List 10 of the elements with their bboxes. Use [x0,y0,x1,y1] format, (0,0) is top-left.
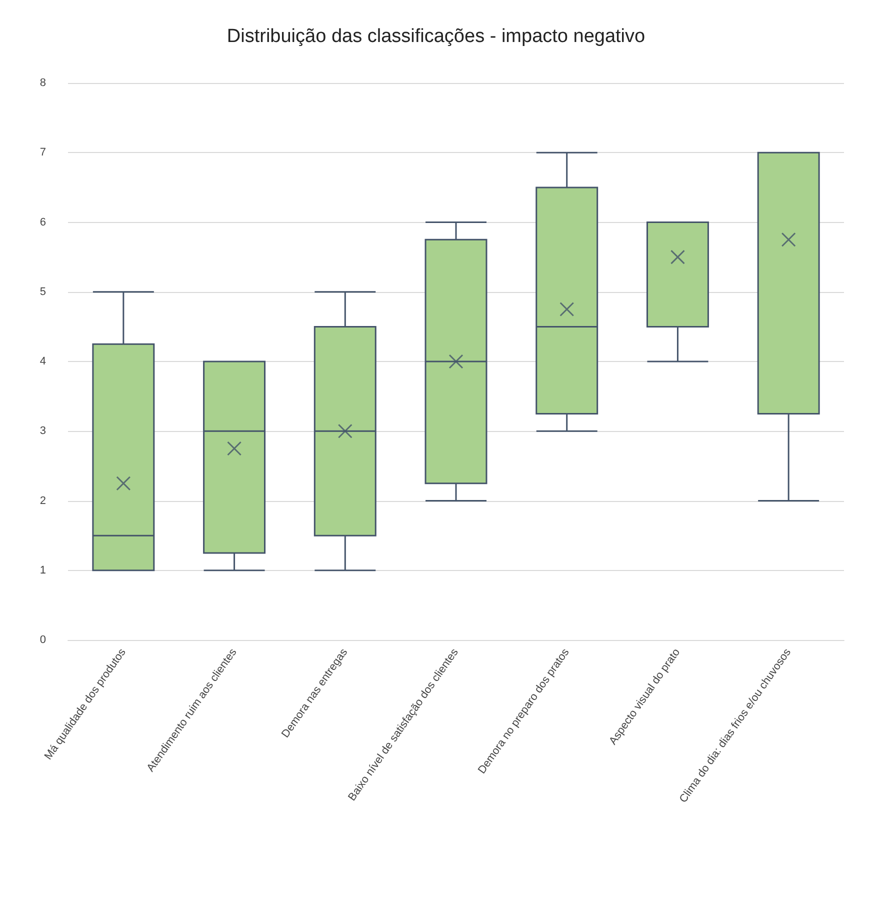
y-tick-label: 0 [40,634,46,646]
y-tick-label: 6 [40,216,46,228]
y-tick-label: 2 [40,494,46,507]
y-tick-label: 7 [40,146,46,159]
chart-title: Distribuição das classificações - impacto negativo [226,26,646,47]
y-tick-label: 3 [40,425,46,438]
y-tick-label: 5 [40,286,46,298]
y-tick-label: 8 [40,77,46,89]
y-tick-label: 4 [40,356,46,368]
y-tick-label: 1 [40,564,46,576]
